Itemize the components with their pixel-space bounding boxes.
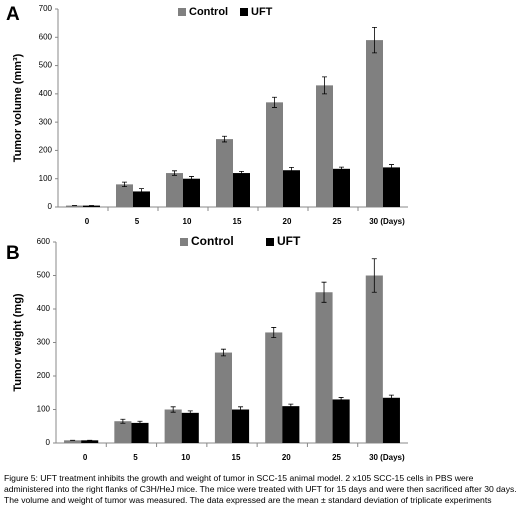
error-bar <box>122 181 127 188</box>
bar <box>114 421 132 443</box>
panel-label: B <box>6 243 20 264</box>
y-tick-label: 200 <box>37 371 51 380</box>
y-tick-label: 0 <box>46 438 51 447</box>
y-tick-label: 700 <box>39 4 53 13</box>
y-tick-label: 200 <box>39 146 53 155</box>
x-tick-label: 5 <box>135 217 140 226</box>
panel-label: A <box>6 4 20 25</box>
legend-swatch <box>266 238 274 246</box>
y-tick-label: 100 <box>39 174 53 183</box>
x-tick-label: 30 (Days) <box>369 217 405 226</box>
x-tick-label: 0 <box>83 453 88 462</box>
legend-label: Control <box>191 234 234 248</box>
x-tick-label: 25 <box>333 217 342 226</box>
error-bar <box>239 170 244 176</box>
error-bar <box>172 170 177 176</box>
y-tick-label: 0 <box>48 202 53 211</box>
error-bar <box>187 410 193 416</box>
bar <box>83 205 100 207</box>
error-bar <box>238 406 244 413</box>
bar <box>333 168 350 207</box>
y-axis-label: Tumor volume (mm³) <box>12 53 24 162</box>
error-bar <box>389 164 394 171</box>
bar <box>166 173 183 207</box>
legend-swatch <box>178 8 186 16</box>
x-tick-label: 15 <box>233 217 242 226</box>
error-bar <box>120 418 126 424</box>
bar <box>116 184 133 207</box>
y-tick-label: 300 <box>39 117 53 126</box>
y-tick-label: 600 <box>37 237 51 246</box>
bar <box>265 332 283 443</box>
bar <box>383 167 400 207</box>
x-tick-label: 25 <box>332 453 341 462</box>
bar <box>181 412 199 443</box>
bar <box>66 205 83 207</box>
x-tick-label: 10 <box>181 453 190 462</box>
legend-swatch <box>180 238 188 246</box>
error-bar <box>170 406 176 413</box>
error-bar <box>289 167 294 174</box>
legend-label: UFT <box>277 234 301 248</box>
legend-swatch <box>240 8 248 16</box>
x-tick-label: 10 <box>183 217 192 226</box>
bar <box>64 440 82 443</box>
y-tick-label: 400 <box>37 304 51 313</box>
error-bar <box>338 397 344 402</box>
x-tick-label: 20 <box>283 217 292 226</box>
bar <box>332 399 350 443</box>
error-bar <box>222 135 227 143</box>
x-tick-label: 30 (Days) <box>369 453 405 462</box>
error-bar <box>272 96 277 108</box>
bar <box>183 178 200 207</box>
bar <box>283 170 300 207</box>
bar <box>131 422 149 443</box>
y-tick-label: 600 <box>39 32 53 41</box>
bar <box>214 352 232 443</box>
caption: Figure 5: UFT treatment inhibits the gro… <box>4 473 517 505</box>
x-tick-label: 15 <box>232 453 241 462</box>
y-tick-label: 500 <box>39 61 53 70</box>
bar <box>133 191 150 207</box>
error-bar <box>271 327 277 338</box>
error-bar <box>321 281 327 303</box>
error-bar <box>388 394 394 401</box>
error-bar <box>322 76 327 95</box>
legend-label: UFT <box>251 6 273 18</box>
bar <box>282 406 300 443</box>
error-bar <box>137 420 143 425</box>
bar <box>382 397 400 443</box>
y-tick-label: 100 <box>37 405 51 414</box>
y-tick-label: 500 <box>37 271 51 280</box>
legend-label: Control <box>189 6 228 18</box>
bar <box>233 173 250 207</box>
error-bar <box>189 176 194 182</box>
y-axis-label: Tumor weight (mg) <box>12 293 24 392</box>
error-bar <box>220 348 226 357</box>
error-bar <box>371 258 377 293</box>
error-bar <box>288 403 294 409</box>
bar <box>315 292 333 443</box>
x-tick-label: 5 <box>133 453 138 462</box>
error-bar <box>339 166 344 171</box>
bar <box>81 440 99 443</box>
bar <box>216 139 233 207</box>
x-tick-label: 0 <box>85 217 90 226</box>
bar <box>366 40 383 207</box>
x-tick-label: 20 <box>282 453 291 462</box>
y-tick-label: 300 <box>37 338 51 347</box>
error-bar <box>372 26 377 54</box>
bar <box>164 409 182 443</box>
bar <box>316 85 333 207</box>
bar <box>266 102 283 207</box>
bar <box>232 409 250 443</box>
error-bar <box>139 188 144 195</box>
bar <box>365 275 383 443</box>
y-tick-label: 400 <box>39 89 53 98</box>
